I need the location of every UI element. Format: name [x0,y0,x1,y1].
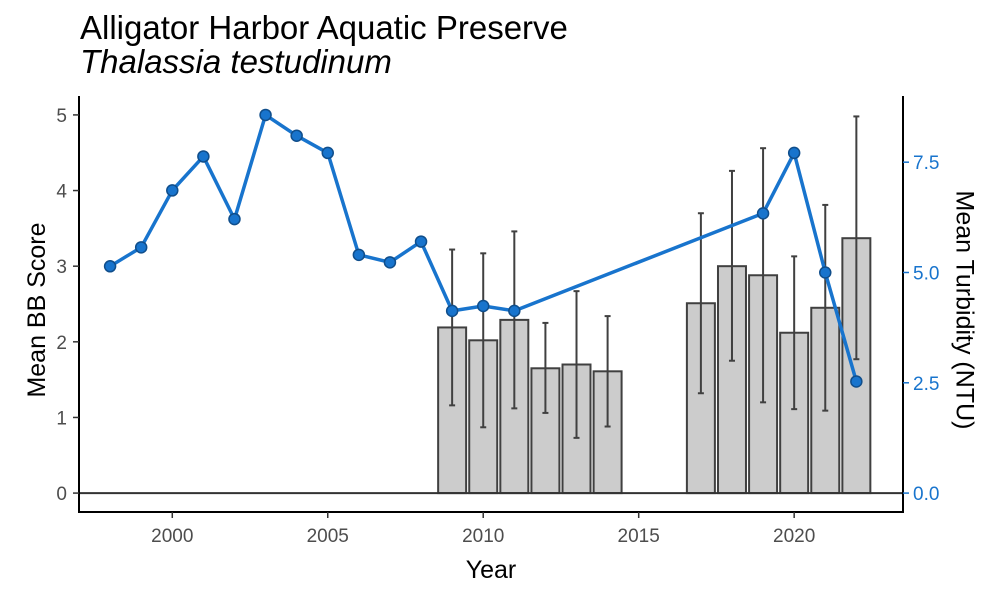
x-tick-label: 2010 [462,526,504,547]
error-bar-2010 [480,252,487,429]
error-bar-2019 [760,147,767,404]
y-tick-label: 3 [56,257,67,278]
turbidity-point-2005 [321,146,335,160]
turbidity-point-1999 [134,241,148,254]
error-bar-2021 [822,203,829,412]
turbidity-point-2006 [352,248,366,262]
error-bar-2022 [853,115,860,361]
y-tick-label: 2 [56,333,67,354]
x-tick-label: 2020 [773,526,815,547]
turbidity-point-2003 [259,108,272,122]
turbidity-point-2002 [228,212,241,226]
error-bar-2017 [697,212,704,395]
y-tick-label: 5 [56,106,67,127]
error-bar-2014 [604,315,611,428]
turbidity-line-layer [103,108,863,388]
turbidity-point-2000 [166,184,179,197]
turbidity-point-1998 [103,260,117,273]
bars-layer [437,237,872,495]
turbidity-point-2009 [445,304,459,318]
y-tick-label: 1 [56,408,67,429]
turbidity-point-2021 [819,266,832,279]
y2-axis-title: Mean Turbidity (NTU) [950,191,978,430]
y-tick-label: 4 [56,182,67,203]
error-bar-2018 [728,169,735,362]
chart-subtitle: Thalassia testudinum [80,43,392,80]
error-bar-2020 [791,255,798,411]
y-axis-title: Mean BB Score [23,222,51,397]
error-bar-2011 [511,230,518,410]
x-tick-label: 2000 [151,526,193,547]
turbidity-point-2019 [756,207,770,220]
turbidity-point-2010 [476,299,490,313]
y2-tick-label: 7.5 [913,153,939,174]
turbidity-point-2022 [850,375,863,388]
chart-title: Alligator Harbor Aquatic Preserve [80,9,568,46]
error-bar-2012 [542,321,549,414]
axes-layer: 0 1 2 3 4 5 0.0 2.5 5.0 7.5 2000 2005 2010 2015 2020 [56,96,939,547]
y2-tick-label: 5.0 [913,263,939,284]
y-tick-label: 0 [56,484,67,505]
error-bar-2009 [449,248,456,407]
x-axis-title: Year [466,556,517,584]
x-tick-label: 2015 [618,526,660,547]
y2-tick-label: 2.5 [913,374,939,395]
x-tick-label: 2005 [307,526,349,547]
turbidity-point-2001 [197,150,210,163]
turbidity-point-2020 [787,146,801,160]
error-bar-2013 [573,290,580,439]
turbidity-point-2011 [508,304,521,318]
error-bars-layer [449,115,860,439]
y2-tick-label: 0.0 [913,484,939,505]
turbidity-point-2007 [383,256,397,269]
turbidity-point-2008 [414,235,428,248]
turbidity-point-2004 [290,129,303,142]
turbidity-line [108,113,859,384]
